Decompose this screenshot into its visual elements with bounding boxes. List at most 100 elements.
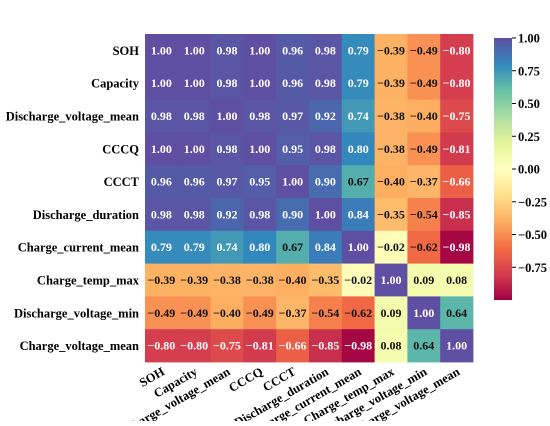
heatmap-cell-value: 0.95	[249, 175, 270, 189]
heatmap-cell-value: −0.38	[377, 142, 405, 156]
heatmap-cell	[407, 99, 441, 133]
heatmap-cell	[374, 66, 408, 100]
column-label: CCCQ	[226, 364, 265, 395]
heatmap-cell-value: 0.79	[151, 240, 172, 254]
heatmap-cell-value: 0.08	[446, 273, 467, 287]
heatmap-cell	[177, 296, 211, 330]
heatmap-cell-value: −0.66	[279, 339, 307, 353]
heatmap-cell	[440, 66, 474, 100]
row-label: Capacity	[91, 77, 140, 91]
heatmap-cell	[177, 263, 211, 297]
heatmap-cell-value: −0.85	[311, 339, 339, 353]
heatmap-cell-value: 1.00	[151, 76, 172, 90]
heatmap-cell	[309, 66, 343, 100]
heatmap-cell	[210, 132, 244, 166]
heatmap-cell	[341, 66, 375, 100]
heatmap-cell	[177, 329, 211, 363]
heatmap-cell-value: −0.98	[443, 240, 471, 254]
heatmap-cell	[243, 329, 277, 363]
heatmap-cell-value: −0.49	[246, 306, 274, 320]
heatmap-cell-value: −0.38	[377, 109, 405, 123]
heatmap-cell	[374, 132, 408, 166]
heatmap-cell-value: −0.81	[443, 142, 471, 156]
heatmap-cell-value: −0.49	[410, 142, 438, 156]
heatmap-cell	[374, 230, 408, 264]
heatmap-cell	[145, 132, 179, 166]
heatmap-cell-value: −0.40	[410, 109, 438, 123]
heatmap-cell-value: −0.49	[147, 306, 175, 320]
heatmap-cell	[407, 296, 441, 330]
colorbar-tick-label: 0.75	[518, 64, 540, 78]
heatmap-cell	[276, 34, 310, 68]
heatmap-cell	[177, 66, 211, 100]
heatmap-cell-value: 0.84	[315, 240, 336, 254]
heatmap-cell-value: 0.79	[184, 240, 205, 254]
heatmap-cell	[407, 329, 441, 363]
heatmap-cell	[243, 165, 277, 199]
heatmap-cell-value: 0.09	[413, 273, 434, 287]
heatmap-cell-value: 0.98	[315, 43, 336, 57]
heatmap-cell	[309, 296, 343, 330]
heatmap-cell-value: 0.96	[184, 175, 205, 189]
heatmap-cell-value: −0.39	[377, 43, 405, 57]
heatmap-cell-value: 1.00	[151, 43, 172, 57]
heatmap-cell-value: 1.00	[381, 273, 402, 287]
colorbar-tick-label: 0.50	[518, 97, 540, 111]
heatmap-cell	[243, 34, 277, 68]
heatmap-cell-value: 0.74	[217, 240, 238, 254]
heatmap-cell	[210, 296, 244, 330]
heatmap-cell-value: 1.00	[446, 339, 467, 353]
heatmap-cell-value: −0.80	[180, 339, 208, 353]
heatmap-cell	[276, 296, 310, 330]
heatmap-cell	[276, 99, 310, 133]
row-label: CCCT	[104, 175, 140, 189]
heatmap-cell	[177, 230, 211, 264]
heatmap-cell-value: 0.96	[282, 43, 303, 57]
heatmap-cell-value: 1.00	[184, 76, 205, 90]
heatmap-cell	[210, 165, 244, 199]
heatmap-cell-value: −0.49	[410, 43, 438, 57]
colorbar-tick-label: 1.00	[518, 32, 540, 46]
heatmap-cell-value: −0.35	[311, 273, 339, 287]
heatmap-cell-value: 0.98	[315, 142, 336, 156]
heatmap-cell	[309, 230, 343, 264]
heatmap-cell-value: 1.00	[348, 240, 369, 254]
heatmap-cell-value: 0.67	[282, 240, 303, 254]
heatmap-cell-labels: 1.00 1.00 0.98 1.00 0.96 0.98 0.79 −0.39 −0.49 −0…	[147, 43, 470, 352]
heatmap-cell-value: −0.54	[410, 207, 438, 221]
heatmap-cell	[309, 329, 343, 363]
heatmap-cell-value: −0.66	[443, 175, 471, 189]
row-label: Charge_temp_max	[37, 274, 140, 288]
heatmap-cell	[309, 198, 343, 232]
heatmap-cell-value: 0.98	[151, 109, 172, 123]
colorbar: 1.00 0.75 0.50 0.25 0.00 −0.25 −0.50 −0.75	[494, 32, 547, 300]
heatmap-cell-value: 1.00	[315, 207, 336, 221]
heatmap-cell-value: 0.98	[184, 207, 205, 221]
heatmap-cell	[145, 230, 179, 264]
heatmap-cell-value: −0.80	[443, 43, 471, 57]
heatmap-cell-value: 1.00	[249, 43, 270, 57]
heatmap-cell	[341, 198, 375, 232]
heatmap-cell	[210, 329, 244, 363]
heatmap-cell	[177, 99, 211, 133]
heatmap-cell	[440, 99, 474, 133]
heatmap-cell	[440, 132, 474, 166]
heatmap-cell	[276, 263, 310, 297]
heatmap-cell-value: 1.00	[184, 43, 205, 57]
heatmap-cell-value: 0.98	[217, 142, 238, 156]
column-labels: SOHCapacityDischarge_voltage_meanCCCQCCC…	[110, 364, 462, 426]
heatmap-cell-value: 0.97	[217, 175, 238, 189]
heatmap-cell	[177, 165, 211, 199]
heatmap-cell-value: 0.92	[315, 109, 336, 123]
heatmap-cell-value: 1.00	[217, 109, 238, 123]
heatmap-cell-value: 0.97	[282, 109, 303, 123]
heatmap-cell	[145, 329, 179, 363]
heatmap-cell-value: −0.38	[213, 273, 241, 287]
heatmap-cell-value: 1.00	[282, 175, 303, 189]
heatmap-cell-value: 0.90	[315, 175, 336, 189]
heatmap-cell	[341, 263, 375, 297]
heatmap-cell-value: 0.96	[282, 76, 303, 90]
heatmap-cell	[243, 296, 277, 330]
heatmap-cell-value: 0.98	[249, 207, 270, 221]
